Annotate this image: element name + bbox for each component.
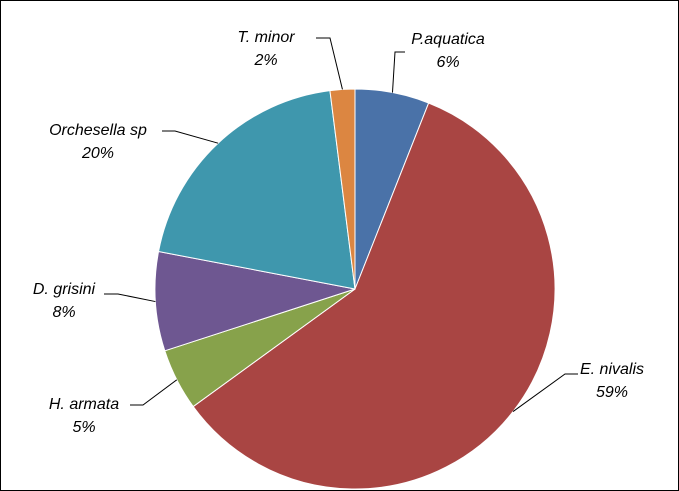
pie-slice	[157, 90, 356, 290]
slice-label: P.aquatica	[411, 31, 485, 48]
slice-label: H. armata	[49, 396, 119, 413]
leader-line	[316, 37, 343, 90]
leader-line	[512, 373, 578, 412]
leader-line	[162, 130, 219, 144]
pie-slice	[192, 102, 556, 490]
slice-value-label: 2%	[253, 52, 277, 69]
slice-value-label: 6%	[436, 54, 459, 71]
pie-slice	[154, 250, 356, 352]
leader-line	[104, 293, 156, 303]
slice-value-label: 20%	[81, 145, 114, 162]
slice-label: Orchesella sp	[49, 122, 147, 139]
slice-value-label: 59%	[596, 384, 628, 401]
slice-value-label: 8%	[52, 304, 75, 321]
leader-line	[391, 51, 405, 93]
leader-line	[130, 379, 178, 406]
slice-label: D. grisini	[33, 281, 96, 298]
slice-label: T. minor	[237, 29, 295, 46]
slice-label: E. nivalis	[580, 361, 644, 378]
slice-value-label: 5%	[72, 419, 95, 436]
